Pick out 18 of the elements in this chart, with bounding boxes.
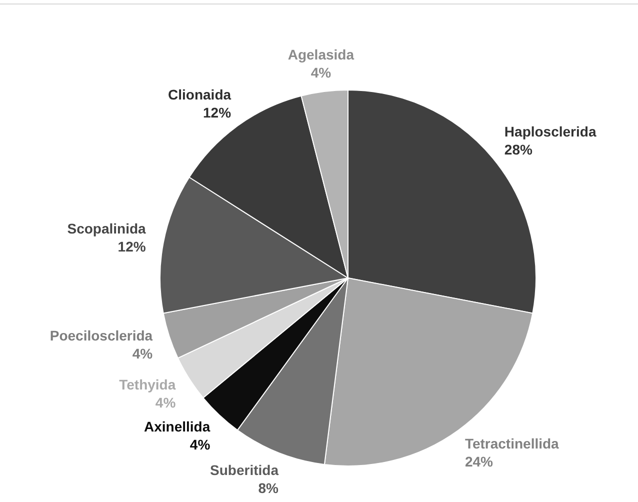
data-label: 4% (155, 394, 176, 411)
slice-label: Tethyida (119, 376, 176, 393)
data-label: 24% (464, 454, 494, 470)
data-label: 12% (203, 104, 232, 120)
slice-label: Haplosclerida (504, 123, 596, 140)
slice-label: Poecilosclerida (50, 328, 153, 344)
slice-label: Scopalinida (67, 220, 146, 237)
slice-label: Tetractinellida (464, 436, 560, 452)
data-label: 8% (258, 480, 280, 496)
slice-label: Axinellida (144, 418, 210, 434)
data-label: 4% (310, 64, 332, 81)
data-label: 4% (190, 436, 211, 452)
data-label: 28% (504, 141, 534, 158)
slice-label: Clionaida (168, 86, 232, 102)
slice-label: Suberitida (210, 462, 279, 478)
data-label: 4% (132, 346, 154, 362)
slice-label: Agelasida (288, 46, 354, 63)
data-label: 12% (118, 238, 146, 255)
